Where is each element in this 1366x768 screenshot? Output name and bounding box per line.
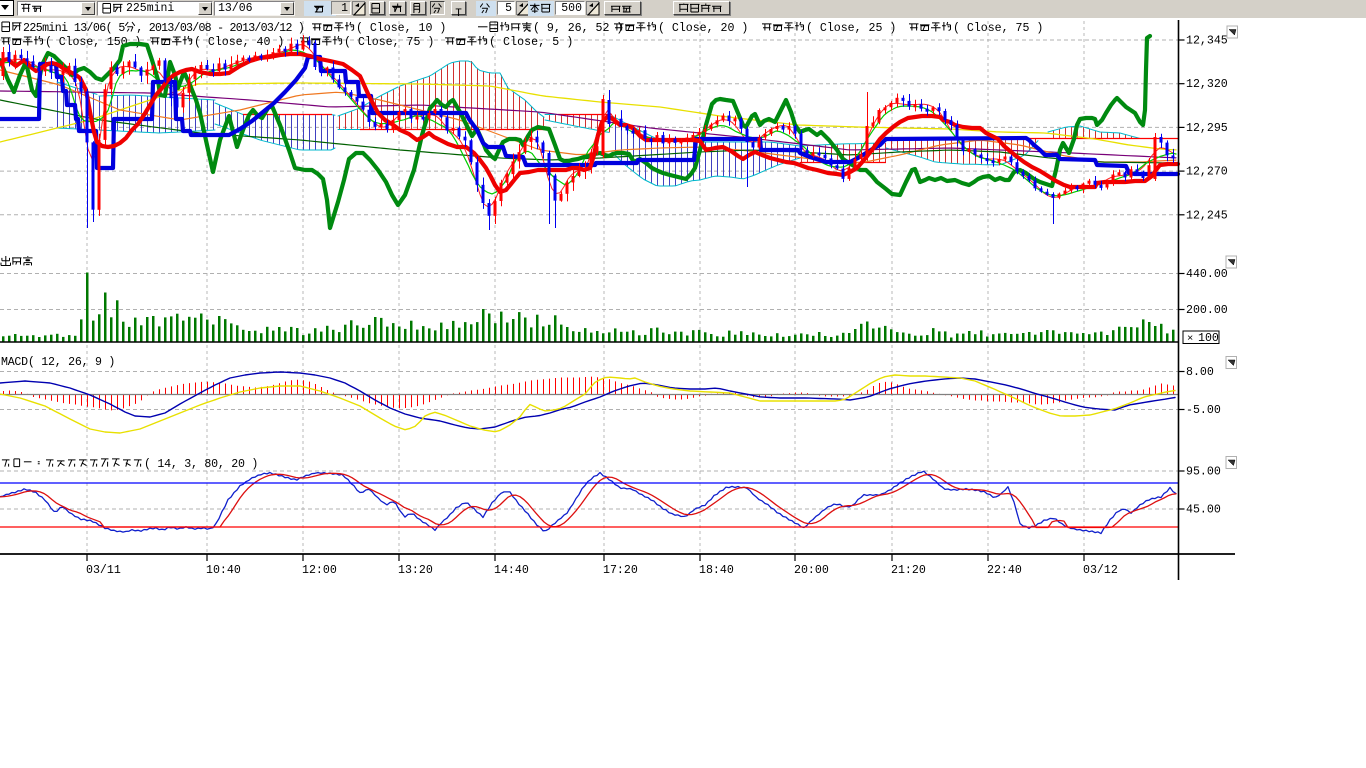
- svg-text:12,345: 12,345: [1186, 35, 1228, 48]
- svg-text:03/12: 03/12: [1083, 564, 1118, 577]
- svg-text:-5.00: -5.00: [1186, 404, 1221, 417]
- svg-text:13:20: 13:20: [398, 564, 433, 577]
- svg-text:17:20: 17:20: [603, 564, 638, 577]
- svg-text:22:40: 22:40: [987, 564, 1022, 577]
- svg-text:100: 100: [1198, 332, 1219, 345]
- svg-text:10:40: 10:40: [206, 564, 241, 577]
- svg-text:MACD( 12, 26, 9 ): MACD( 12, 26, 9 ): [1, 356, 115, 369]
- svg-text:18:40: 18:40: [699, 564, 734, 577]
- svg-text:( Close, 10 ): ( Close, 10 ): [356, 22, 446, 35]
- svg-text:( Close, 20 ): ( Close, 20 ): [658, 22, 748, 35]
- svg-text:440.00: 440.00: [1186, 268, 1228, 281]
- svg-text:( 14, 3, 80, 20 ): ( 14, 3, 80, 20 ): [144, 458, 258, 471]
- svg-text:20:00: 20:00: [794, 564, 829, 577]
- svg-text:( Close, 75 ): ( Close, 75 ): [953, 22, 1043, 35]
- svg-text:95.00: 95.00: [1186, 466, 1221, 479]
- svg-text:45.00: 45.00: [1186, 504, 1221, 517]
- svg-text:12:00: 12:00: [302, 564, 337, 577]
- svg-text:8.00: 8.00: [1186, 366, 1214, 379]
- svg-text:12,295: 12,295: [1186, 122, 1228, 135]
- svg-text:( Close, 40 ): ( Close, 40 ): [194, 36, 284, 49]
- svg-text:225mini 13/06( 5: 225mini 13/06( 5: [23, 22, 125, 35]
- svg-text:200.00: 200.00: [1186, 304, 1228, 317]
- svg-text:( Close, 5 ): ( Close, 5 ): [489, 36, 573, 49]
- svg-text:, 2013/03/08 - 2013/03/12 ): , 2013/03/08 - 2013/03/12 ): [136, 22, 305, 35]
- svg-text:( 9, 26, 52 ): ( 9, 26, 52 ): [533, 22, 623, 35]
- svg-text:03/11: 03/11: [86, 564, 121, 577]
- svg-text:14:40: 14:40: [494, 564, 529, 577]
- svg-text:×: ×: [1187, 333, 1193, 345]
- svg-text:( Close, 75 ): ( Close, 75 ): [344, 36, 434, 49]
- svg-text:12,245: 12,245: [1186, 209, 1228, 222]
- svg-text:12,270: 12,270: [1186, 166, 1228, 179]
- svg-text:12,320: 12,320: [1186, 78, 1228, 91]
- svg-text:( Close, 150 ): ( Close, 150 ): [45, 36, 141, 49]
- svg-text:( Close, 25 ): ( Close, 25 ): [806, 22, 896, 35]
- svg-text:21:20: 21:20: [891, 564, 926, 577]
